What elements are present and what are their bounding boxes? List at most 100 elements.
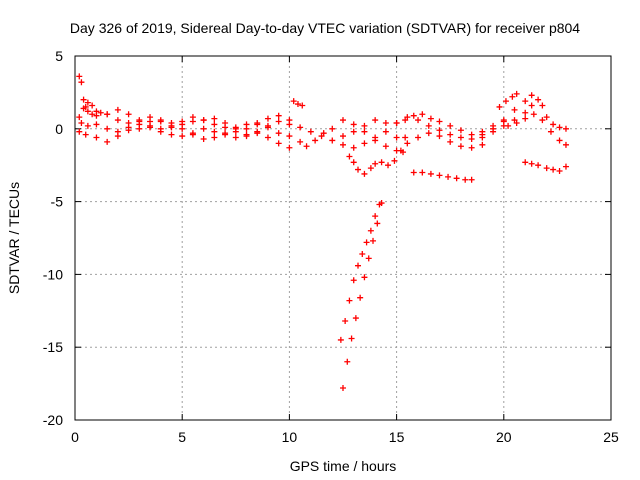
- data-point: [447, 122, 454, 129]
- data-point: [346, 297, 353, 304]
- data-point: [462, 176, 469, 183]
- data-point: [539, 117, 546, 124]
- data-point: [76, 114, 83, 121]
- data-point: [350, 277, 357, 284]
- data-point: [385, 162, 392, 169]
- data-point: [367, 227, 374, 234]
- data-point: [361, 128, 368, 135]
- data-point: [80, 105, 87, 112]
- data-point: [522, 115, 529, 122]
- data-point: [513, 90, 520, 97]
- data-point: [275, 112, 282, 119]
- data-point: [286, 133, 293, 140]
- data-point: [340, 141, 346, 148]
- data-point: [556, 168, 563, 175]
- data-point: [157, 128, 164, 135]
- data-point: [393, 134, 400, 141]
- data-point: [157, 118, 164, 125]
- data-point: [547, 128, 554, 135]
- data-point: [264, 124, 271, 131]
- data-point: [243, 133, 250, 140]
- data-point: [361, 274, 368, 281]
- data-point: [457, 134, 464, 141]
- data-point: [222, 130, 229, 137]
- data-point: [436, 172, 443, 179]
- x-tick-label: 15: [389, 429, 405, 445]
- data-point: [427, 115, 434, 122]
- data-point: [550, 166, 557, 173]
- data-point: [89, 102, 96, 109]
- data-point: [447, 138, 454, 145]
- data-point: [179, 133, 186, 140]
- x-tick-label: 20: [496, 429, 512, 445]
- data-point: [528, 92, 535, 99]
- data-point: [104, 111, 111, 118]
- data-point: [522, 98, 529, 105]
- data-point: [378, 200, 385, 207]
- data-point: [78, 119, 85, 126]
- data-point: [402, 117, 409, 124]
- data-point: [528, 160, 535, 167]
- data-point: [264, 134, 271, 141]
- data-point: [342, 317, 349, 324]
- data-point: [447, 131, 454, 138]
- y-tick-label: 5: [55, 48, 63, 64]
- x-axis-label: GPS time / hours: [290, 458, 397, 474]
- data-point: [329, 137, 336, 144]
- data-point: [275, 118, 282, 125]
- data-point: [189, 118, 196, 125]
- data-point: [550, 121, 557, 128]
- data-point: [361, 122, 368, 129]
- data-point: [136, 125, 143, 132]
- data-point: [168, 131, 175, 138]
- x-tick-label: 0: [71, 429, 79, 445]
- data-point: [363, 239, 370, 246]
- data-point: [502, 98, 509, 105]
- data-point: [355, 262, 362, 269]
- data-point: [397, 147, 404, 154]
- data-point: [479, 128, 486, 135]
- data-point: [84, 99, 91, 106]
- data-point: [382, 119, 389, 126]
- data-point: [286, 144, 293, 151]
- data-point: [479, 141, 486, 148]
- data-point: [104, 125, 111, 132]
- x-tick-label: 10: [282, 429, 298, 445]
- data-point: [496, 103, 503, 110]
- data-point: [436, 133, 443, 140]
- data-point: [337, 336, 344, 343]
- data-point: [147, 124, 154, 131]
- data-point: [114, 117, 121, 124]
- data-point: [361, 140, 368, 147]
- data-point: [425, 122, 432, 129]
- data-point: [232, 125, 239, 132]
- data-point: [76, 73, 83, 80]
- data-point: [393, 119, 400, 126]
- data-point: [222, 119, 229, 126]
- data-point: [211, 115, 218, 122]
- data-point: [147, 114, 154, 121]
- data-point: [329, 125, 336, 132]
- data-point: [243, 121, 250, 128]
- data-point: [82, 131, 89, 138]
- data-point: [348, 335, 355, 342]
- data-point: [511, 106, 518, 113]
- data-point: [468, 176, 475, 183]
- data-point: [372, 117, 379, 124]
- data-point: [297, 124, 304, 131]
- data-point: [479, 134, 486, 141]
- data-point: [436, 118, 443, 125]
- data-point: [404, 140, 411, 147]
- data-point: [436, 127, 443, 134]
- data-point: [125, 124, 132, 131]
- data-point: [254, 130, 261, 137]
- data-point: [513, 119, 520, 126]
- data-point: [340, 117, 346, 124]
- data-point: [84, 108, 91, 115]
- data-point: [391, 157, 398, 164]
- data-point: [303, 143, 310, 150]
- data-point: [346, 153, 353, 160]
- data-point: [340, 384, 346, 391]
- data-point: [445, 173, 452, 180]
- data-point: [352, 315, 359, 322]
